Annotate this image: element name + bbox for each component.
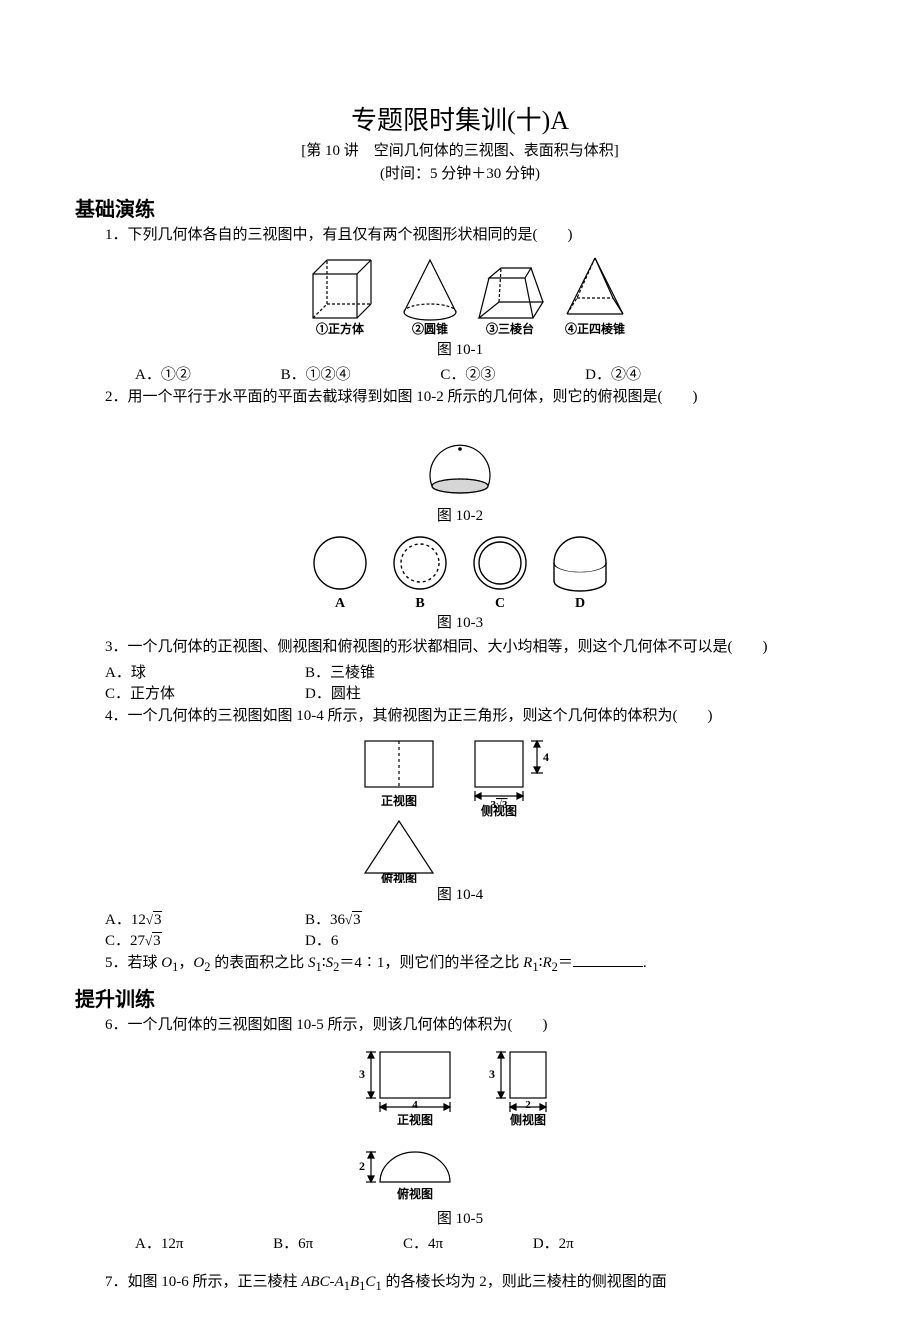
q6-stem: 6．一个几何体的三视图如图 10-5 所示，则该几何体的体积为( )	[75, 1014, 845, 1037]
q3-opt-b: B．三棱锥	[275, 661, 475, 682]
fig-10-5-label: 图 10-5	[75, 1207, 845, 1228]
svg-text:4: 4	[543, 750, 549, 764]
fig-10-2: 图 10-2	[75, 414, 845, 525]
section-basic: 基础演练	[75, 193, 845, 222]
q3-opt-c: C．正方体	[75, 682, 275, 703]
q6-opt-a: A．12π	[105, 1232, 183, 1253]
fig-10-1: ①正方体 ②圆锥 ③三棱台 ④正四棱锥 图 10-1	[75, 253, 845, 359]
svg-text:4: 4	[412, 1099, 418, 1111]
svg-text:C: C	[495, 596, 505, 611]
q4-options-2: C．27√3 D．6	[75, 929, 845, 950]
svg-text:3: 3	[489, 1067, 495, 1081]
fig-10-3-label: 图 10-3	[75, 611, 845, 632]
svg-text:正视图: 正视图	[381, 793, 417, 808]
q1-opt-b: B．①②④	[251, 363, 351, 384]
section-advanced: 提升训练	[75, 983, 845, 1012]
svg-text:④正四棱锥: ④正四棱锥	[565, 321, 625, 336]
q6-opt-c: C．4π	[373, 1232, 443, 1253]
q1-opt-c: C．②③	[410, 363, 495, 384]
fig-10-1-label: 图 10-1	[75, 338, 845, 359]
q3-options-2: C．正方体 D．圆柱	[75, 682, 845, 703]
q2-stem: 2．用一个平行于水平面的平面去截球得到如图 10-2 所示的几何体，则它的俯视图…	[75, 386, 845, 409]
q1-opt-a: A．①②	[105, 363, 191, 384]
fig-10-4-label: 图 10-4	[75, 883, 845, 904]
q7-stem: 7．如图 10-6 所示，正三棱柱 ABC-A1B1C1 的各棱长均为 2，则此…	[75, 1271, 845, 1296]
svg-text:2: 2	[525, 1099, 531, 1111]
q4-opt-b: B．36√3	[275, 908, 475, 929]
svg-text:D: D	[575, 596, 585, 611]
q1-stem: 1．下列几何体各自的三视图中，有且仅有两个视图形状相同的是( )	[75, 224, 845, 247]
svg-text:A: A	[335, 596, 346, 611]
q1-opt-d: D．②④	[555, 363, 641, 384]
svg-text:俯视图: 俯视图	[397, 1186, 433, 1201]
fig-10-4: 正视图 侧视图 俯视图 4 3√3 图 10-4	[75, 733, 845, 904]
q3-stem: 3．一个几何体的正视图、侧视图和俯视图的形状都相同、大小均相等，则这个几何体不可…	[75, 636, 845, 659]
q6-options: A．12π B．6π C．4π D．2π	[75, 1232, 845, 1253]
q6-opt-b: B．6π	[243, 1232, 313, 1253]
q4-opt-a: A．12√3	[75, 908, 275, 929]
svg-text:②圆锥: ②圆锥	[412, 321, 448, 336]
q4-options: A．12√3 B．36√3	[75, 908, 845, 929]
svg-text:3: 3	[359, 1067, 365, 1081]
q3-options: A．球 B．三棱锥	[75, 661, 845, 682]
subtitle: [第 10 讲 空间几何体的三视图、表面积与体积]	[75, 139, 845, 160]
svg-text:2: 2	[359, 1159, 365, 1173]
svg-text:③三棱台: ③三棱台	[486, 321, 534, 336]
time-note: (时间：5 分钟＋30 分钟)	[75, 162, 845, 183]
q1-options: A．①② B．①②④ C．②③ D．②④	[75, 363, 845, 384]
svg-text:侧视图: 侧视图	[510, 1112, 546, 1127]
fig-10-5: 3 4 正视图 3 2 侧视图 2 俯视图 图 10-5	[75, 1042, 845, 1228]
q4-stem: 4．一个几何体的三视图如图 10-4 所示，其俯视图为正三角形，则这个几何体的体…	[75, 705, 845, 728]
q4-opt-c: C．27√3	[75, 929, 275, 950]
svg-text:俯视图: 俯视图	[381, 871, 417, 883]
q5-stem: 5．若球 O1，O2 的表面积之比 S1∶S2＝4∶1，则它们的半径之比 R1∶…	[75, 952, 845, 977]
q6-opt-d: D．2π	[503, 1232, 574, 1253]
svg-text:3√3: 3√3	[490, 799, 508, 811]
page: 专题限时集训(十)A [第 10 讲 空间几何体的三视图、表面积与体积] (时间…	[0, 0, 920, 1338]
fig-10-2-label: 图 10-2	[75, 504, 845, 525]
fig-10-3: A B C D 图 10-3	[75, 531, 845, 632]
q3-opt-d: D．圆柱	[275, 682, 475, 703]
svg-text:正视图: 正视图	[397, 1112, 433, 1127]
q3-opt-a: A．球	[75, 661, 275, 682]
page-title: 专题限时集训(十)A	[75, 100, 845, 137]
q5-blank	[573, 954, 643, 968]
svg-text:①正方体: ①正方体	[316, 321, 365, 336]
svg-text:B: B	[415, 596, 424, 611]
q4-opt-d: D．6	[275, 929, 475, 950]
